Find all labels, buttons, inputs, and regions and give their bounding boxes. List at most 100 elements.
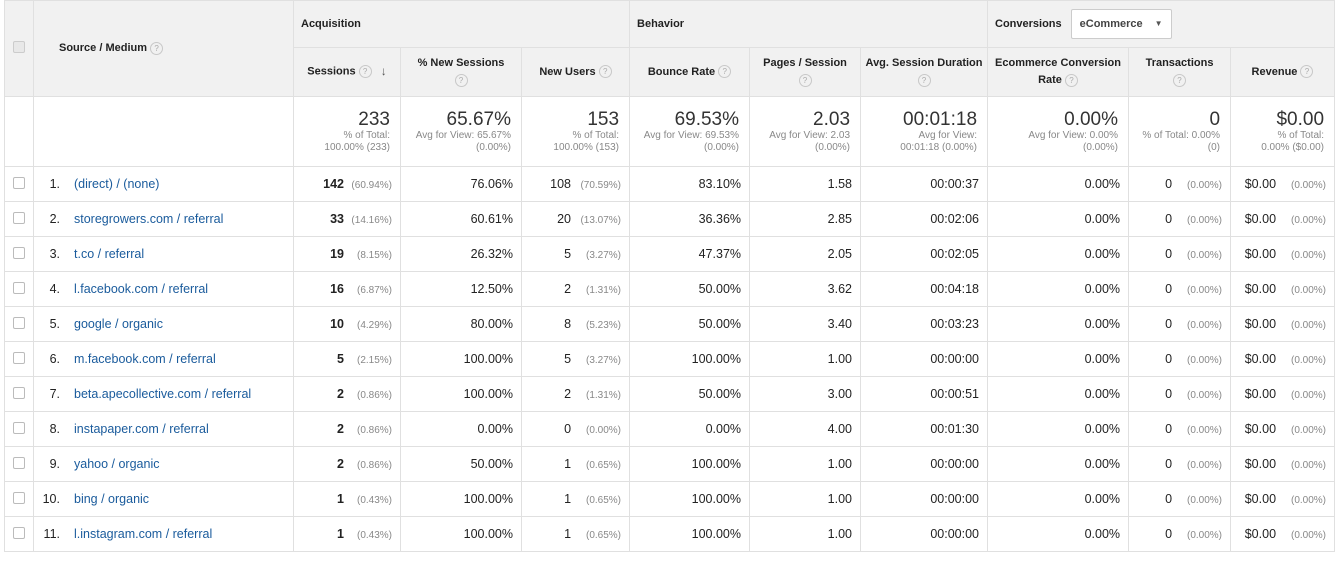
revenue-cell: $0.00 (0.00%) xyxy=(1230,236,1336,272)
total-avg-duration: 00:01:18 Avg for View: 00:01:18 (0.00%) xyxy=(860,96,989,167)
source-medium-link[interactable]: m.facebook.com / referral xyxy=(74,352,216,366)
row-checkbox[interactable] xyxy=(13,176,25,189)
table-row: 7. beta.apecollective.com / referral 2 (0.8… xyxy=(4,376,1336,412)
new-sessions-header[interactable]: % New Sessions ? xyxy=(400,47,522,97)
row-checkbox[interactable] xyxy=(13,526,25,539)
total-new-sessions: 65.67% Avg for View: 65.67% (0.00%) xyxy=(400,96,522,167)
source-medium-link[interactable]: yahoo / organic xyxy=(74,457,160,471)
row-rank: 7. xyxy=(49,387,60,401)
total-new-users: 153 % of Total: 100.00% (153) xyxy=(520,96,631,167)
transactions-cell: 0 (0.00%) xyxy=(1128,201,1232,237)
row-rank: 4. xyxy=(49,282,60,296)
source-medium-link[interactable]: instapaper.com / referral xyxy=(74,422,209,436)
help-icon[interactable]: ? xyxy=(917,73,931,87)
help-icon[interactable]: ? xyxy=(1300,65,1314,79)
sort-descending-icon[interactable]: ↓ xyxy=(380,64,387,79)
pages-session-cell: 2.05 xyxy=(749,236,862,272)
sessions-cell: 33 (14.16%) xyxy=(293,201,401,237)
new-users-header[interactable]: New Users ? xyxy=(520,47,631,97)
pages-session-cell: 1.00 xyxy=(749,446,862,482)
row-checkbox[interactable] xyxy=(13,351,25,364)
row-checkbox[interactable] xyxy=(13,386,25,399)
report-table: Source / Medium ? Acquisition Behavior C… xyxy=(4,0,1336,552)
bounce-rate-cell: 100.00% xyxy=(629,516,751,552)
row-rank: 8. xyxy=(49,422,60,436)
source-cell: 2. storegrowers.com / referral xyxy=(33,201,294,237)
source-medium-link[interactable]: l.instagram.com / referral xyxy=(74,527,213,541)
transactions-cell: 0 (0.00%) xyxy=(1128,306,1232,342)
total-sessions: 233 % of Total: 100.00% (233) xyxy=(293,96,401,167)
row-checkbox[interactable] xyxy=(13,491,25,504)
revenue-cell: $0.00 (0.00%) xyxy=(1230,516,1336,552)
ecom-rate-cell: 0.00% xyxy=(987,376,1130,412)
total-transactions: 0 % of Total: 0.00% (0) xyxy=(1128,96,1232,167)
table-row: 1. (direct) / (none) 142 (60.94%) 76.06% 108(… xyxy=(4,166,1336,202)
table-row: 11. l.instagram.com / referral 1 (0.43%) 100… xyxy=(4,516,1336,552)
help-icon[interactable]: ? xyxy=(1173,73,1187,87)
row-checkbox-cell xyxy=(4,411,34,447)
ecom-rate-header[interactable]: Ecommerce Conversion Rate ? xyxy=(987,47,1130,97)
row-checkbox-cell xyxy=(4,166,34,202)
sessions-header[interactable]: Sessions ? ↓ xyxy=(293,47,401,97)
row-checkbox[interactable] xyxy=(13,456,25,469)
help-icon[interactable]: ? xyxy=(358,65,372,79)
ecom-rate-cell: 0.00% xyxy=(987,166,1130,202)
source-medium-link[interactable]: t.co / referral xyxy=(74,247,145,261)
conversions-dropdown[interactable]: eCommerce ▼ xyxy=(1070,9,1172,39)
revenue-cell: $0.00 (0.00%) xyxy=(1230,271,1336,307)
row-checkbox-cell xyxy=(4,271,34,307)
row-checkbox[interactable] xyxy=(13,211,25,224)
source-medium-link[interactable]: l.facebook.com / referral xyxy=(74,282,209,296)
source-cell: 9. yahoo / organic xyxy=(33,446,294,482)
bounce-rate-header[interactable]: Bounce Rate ? xyxy=(629,47,751,97)
new-sessions-cell: 26.32% xyxy=(400,236,522,272)
help-icon[interactable]: ? xyxy=(718,65,732,79)
behavior-group: Behavior xyxy=(629,0,989,48)
select-all-checkbox[interactable] xyxy=(13,40,25,53)
bounce-rate-cell: 50.00% xyxy=(629,271,751,307)
help-icon[interactable]: ? xyxy=(798,73,812,87)
source-medium-header[interactable]: Source / Medium ? xyxy=(33,0,294,97)
row-checkbox[interactable] xyxy=(13,246,25,259)
pages-session-header[interactable]: Pages / Session ? xyxy=(749,47,862,97)
row-checkbox[interactable] xyxy=(13,281,25,294)
new-sessions-cell: 12.50% xyxy=(400,271,522,307)
new-users-cell: 1 (0.65%) xyxy=(520,446,631,482)
row-checkbox[interactable] xyxy=(13,421,25,434)
help-icon[interactable]: ? xyxy=(454,73,468,87)
source-cell: 11. l.instagram.com / referral xyxy=(33,516,294,552)
avg-duration-header[interactable]: Avg. Session Duration ? xyxy=(860,47,989,97)
row-checkbox[interactable] xyxy=(13,316,25,329)
source-medium-link[interactable]: bing / organic xyxy=(74,492,150,506)
source-cell: 3. t.co / referral xyxy=(33,236,294,272)
avg-duration-cell: 00:01:30 xyxy=(860,411,989,447)
ecom-rate-cell: 0.00% xyxy=(987,516,1130,552)
source-cell: 6. m.facebook.com / referral xyxy=(33,341,294,377)
transactions-header[interactable]: Transactions ? xyxy=(1128,47,1232,97)
avg-duration-cell: 00:00:00 xyxy=(860,341,989,377)
new-sessions-cell: 0.00% xyxy=(400,411,522,447)
ecom-rate-cell: 0.00% xyxy=(987,411,1130,447)
source-medium-link[interactable]: (direct) / (none) xyxy=(74,177,160,191)
bounce-rate-cell: 0.00% xyxy=(629,411,751,447)
transactions-cell: 0 (0.00%) xyxy=(1128,376,1232,412)
source-cell: 1. (direct) / (none) xyxy=(33,166,294,202)
new-users-cell: 1 (0.65%) xyxy=(520,481,631,517)
pages-session-cell: 1.00 xyxy=(749,516,862,552)
help-icon[interactable]: ? xyxy=(150,41,164,55)
source-medium-link[interactable]: google / organic xyxy=(74,317,163,331)
new-sessions-cell: 100.00% xyxy=(400,341,522,377)
row-rank: 6. xyxy=(49,352,60,366)
sessions-cell: 16 (6.87%) xyxy=(293,271,401,307)
source-medium-link[interactable]: storegrowers.com / referral xyxy=(74,212,224,226)
pages-session-cell: 1.00 xyxy=(749,481,862,517)
pages-session-cell: 3.00 xyxy=(749,376,862,412)
source-medium-link[interactable]: beta.apecollective.com / referral xyxy=(74,387,252,401)
totals-row: 233 % of Total: 100.00% (233) 65.67% Avg… xyxy=(4,96,1336,167)
help-icon[interactable]: ? xyxy=(598,65,612,79)
revenue-header[interactable]: Revenue ? xyxy=(1230,47,1336,97)
help-icon[interactable]: ? xyxy=(1064,73,1078,87)
table-row: 8. instapaper.com / referral 2 (0.86%) 0.00%… xyxy=(4,411,1336,447)
source-cell: 10. bing / organic xyxy=(33,481,294,517)
transactions-cell: 0 (0.00%) xyxy=(1128,516,1232,552)
